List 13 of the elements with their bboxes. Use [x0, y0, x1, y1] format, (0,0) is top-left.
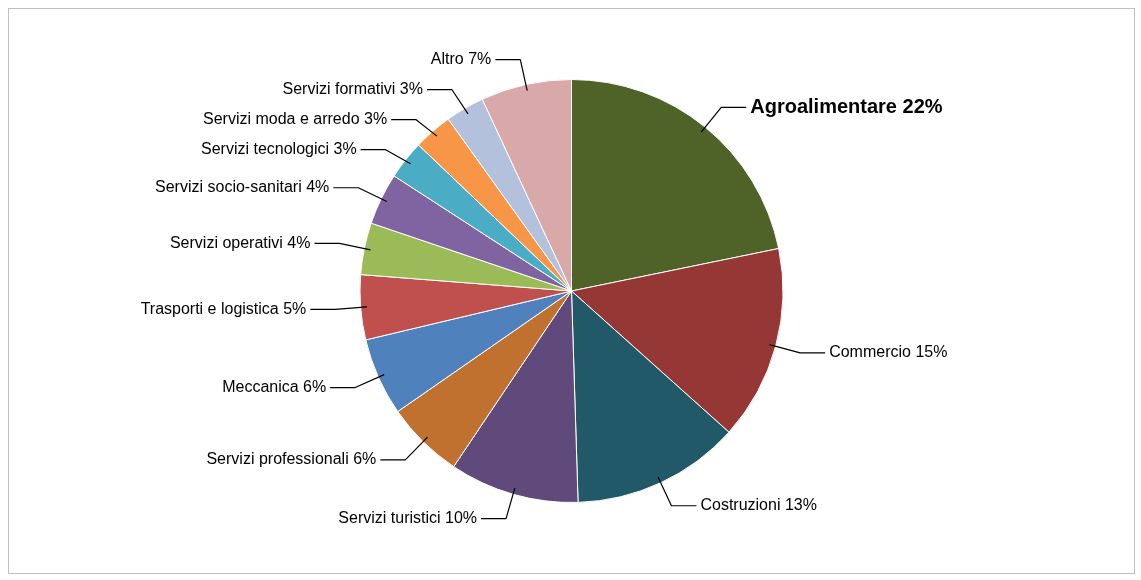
slice-label: Servizi professionali 6%	[206, 450, 377, 468]
slice-label: Agroalimentare 22%	[750, 94, 943, 117]
slice-label: Servizi turistici 10%	[338, 509, 478, 527]
slice-label: Costruzioni 13%	[700, 496, 817, 514]
slice-label: Servizi tecnologici 3%	[201, 140, 357, 158]
slice-label: Servizi moda e arredo 3%	[203, 110, 388, 128]
slice-label: Servizi operativi 4%	[169, 233, 311, 251]
slice-label: Trasporti e logistica 5%	[140, 299, 307, 317]
slice-label: Commercio 15%	[829, 343, 948, 361]
slice-label: Altro 7%	[430, 50, 492, 68]
slice-label: Servizi socio-sanitari 4%	[155, 178, 330, 196]
slice-label: Servizi formativi 3%	[282, 80, 423, 98]
slice-label: Meccanica 6%	[222, 377, 327, 395]
